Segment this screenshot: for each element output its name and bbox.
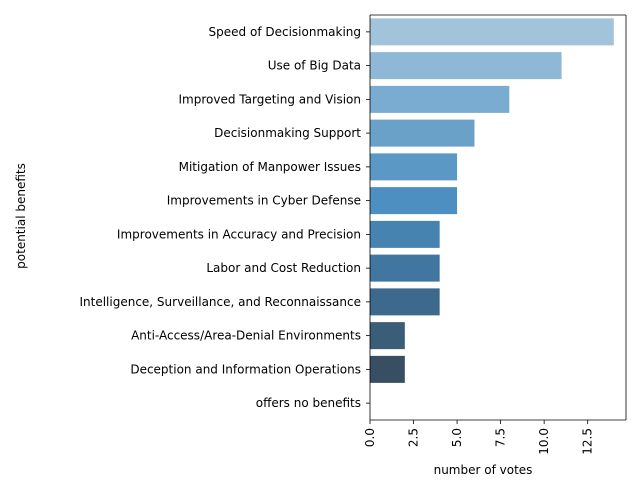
y-tick-label: Improvements in Cyber Defense — [167, 194, 361, 208]
y-tick-label: Deception and Information Operations — [130, 362, 361, 376]
y-tick-label: Intelligence, Surveillance, and Reconnai… — [79, 295, 361, 309]
bar — [370, 52, 562, 80]
bar — [370, 254, 440, 282]
x-tick-label: 12.5 — [581, 428, 595, 455]
bar — [370, 220, 440, 248]
bar — [370, 187, 458, 215]
bar — [370, 288, 440, 316]
y-tick-label: offers no benefits — [256, 396, 361, 410]
axes — [366, 14, 627, 424]
bar — [370, 119, 475, 147]
x-tick-labels: 0.0 2.5 5.0 7.5 10.0 12.5 — [363, 428, 595, 455]
bar — [370, 18, 614, 46]
y-axis-label: potential benefits — [14, 163, 28, 269]
bar — [370, 85, 510, 113]
y-tick-label: Use of Big Data — [268, 59, 361, 73]
y-tick-labels: Speed of Decisionmaking Use of Big Data Im… — [79, 25, 361, 410]
bar — [370, 355, 405, 383]
x-tick-label: 5.0 — [450, 428, 464, 447]
bar — [370, 153, 458, 181]
x-axis-label: number of votes — [434, 463, 533, 477]
y-tick-label: Anti-Access/Area-Denial Environments — [131, 329, 361, 343]
x-tick-label: 7.5 — [494, 428, 508, 447]
x-tick-label: 10.0 — [537, 428, 551, 455]
bar — [370, 322, 405, 350]
y-tick-label: Improved Targeting and Vision — [179, 92, 361, 106]
y-tick-label: Decisionmaking Support — [214, 126, 361, 140]
y-tick-label: Mitigation of Manpower Issues — [179, 160, 361, 174]
y-tick-label: Speed of Decisionmaking — [209, 25, 361, 39]
y-tick-label: Improvements in Accuracy and Precision — [117, 227, 361, 241]
x-tick-label: 2.5 — [407, 428, 421, 447]
y-tick-label: Labor and Cost Reduction — [206, 261, 361, 275]
x-tick-label: 0.0 — [363, 428, 377, 447]
bars — [370, 18, 614, 383]
